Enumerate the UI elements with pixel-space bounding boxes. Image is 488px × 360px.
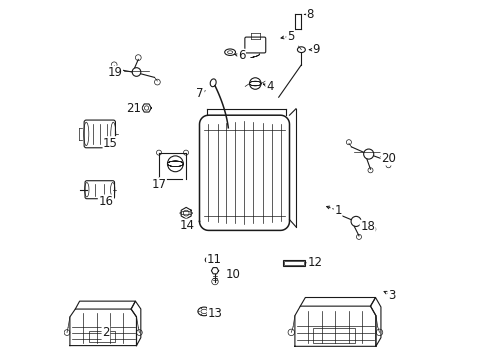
Bar [283,260,305,266]
Bar [88,330,115,342]
Text: 12: 12 [306,256,322,269]
Text: 17: 17 [151,178,166,191]
Text: 15: 15 [103,137,118,150]
Bar [284,261,303,265]
Text: 20: 20 [380,152,395,165]
Text: 6: 6 [237,49,245,62]
Text: 16: 16 [98,195,113,208]
Text: 7: 7 [196,87,203,100]
Text: 13: 13 [207,307,222,320]
Text: 4: 4 [265,80,273,93]
Text: 18: 18 [360,220,374,233]
Text: 5: 5 [286,30,294,42]
Text: 9: 9 [312,43,320,56]
Text: 11: 11 [206,253,221,266]
Text: 19: 19 [107,66,122,79]
Text: 21: 21 [126,102,141,114]
Bar [312,328,354,343]
Text: 14: 14 [179,219,194,232]
Text: 10: 10 [225,268,240,281]
Text: 3: 3 [387,289,395,302]
Text: 8: 8 [306,8,313,21]
Text: 1: 1 [334,204,341,217]
Text: 2: 2 [102,327,109,339]
